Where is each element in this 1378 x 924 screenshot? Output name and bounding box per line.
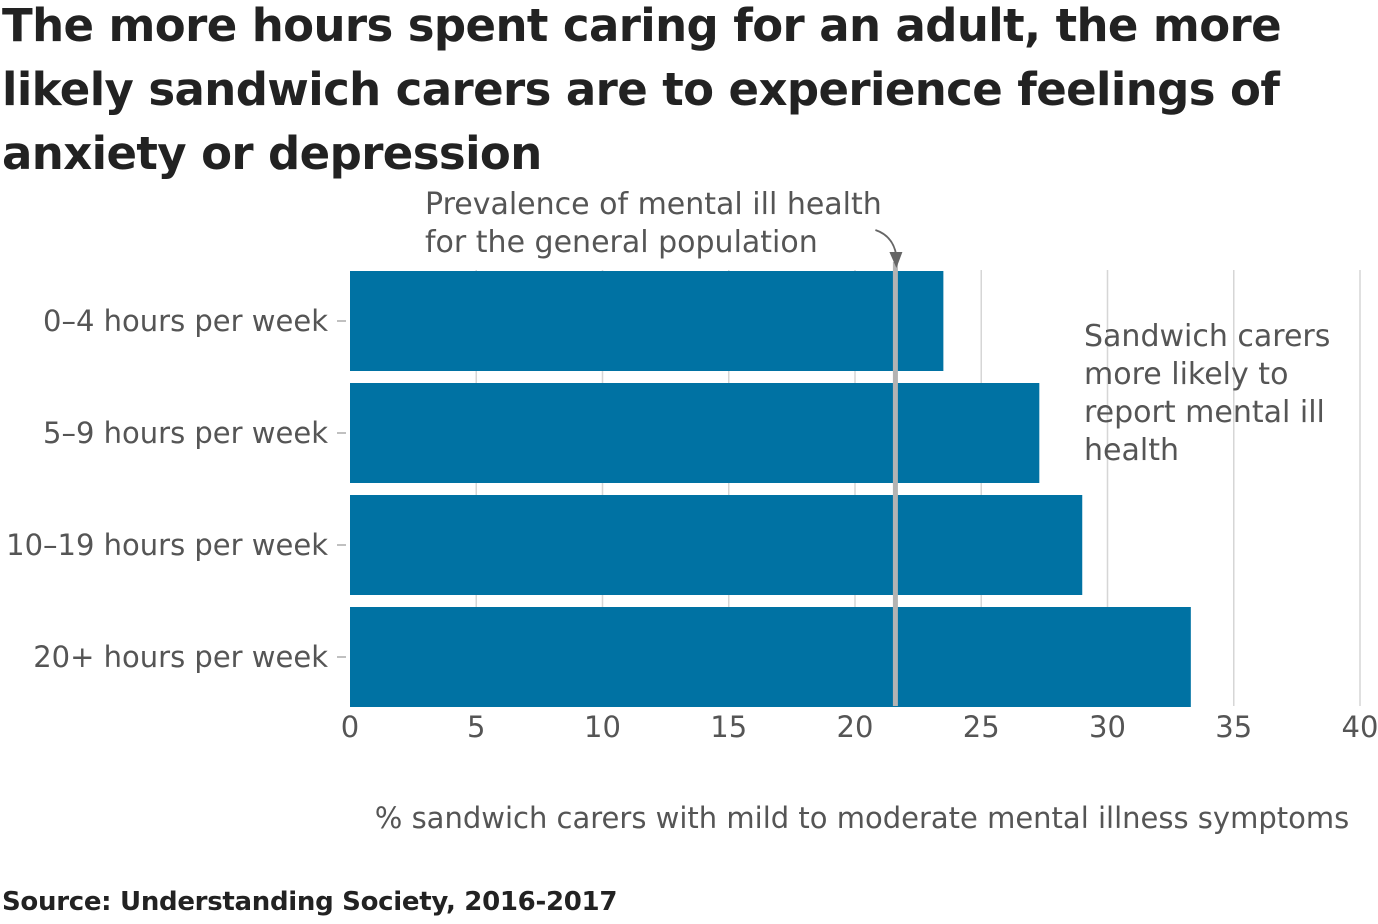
x-tick-label-35: 35: [1215, 710, 1252, 744]
bar-2: [350, 383, 1040, 483]
bar-3: [350, 495, 1083, 595]
chart-title: The more hours spent caring for an adult…: [2, 0, 1282, 180]
x-axis-title: % sandwich carers with mild to moderate …: [375, 801, 1349, 835]
annotation-line-1: Sandwich carers: [1084, 319, 1330, 354]
annotation-line-4: health: [1084, 433, 1179, 468]
category-label-3: 10–19 hours per week: [6, 528, 328, 562]
x-tick-label-5: 5: [467, 710, 485, 744]
reference-line-group: [875, 229, 903, 706]
x-tick-label-20: 20: [837, 710, 874, 744]
category-label-1: 0–4 hours per week: [43, 304, 328, 338]
source-note: Source: Understanding Society, 2016-2017: [2, 887, 618, 917]
x-tick-label-10: 10: [584, 710, 621, 744]
reference-arrowhead: [889, 252, 903, 268]
x-tick-label-30: 30: [1089, 710, 1126, 744]
annotation-line-2: more likely to: [1084, 357, 1288, 392]
annotation-text: Sandwich carers more likely to report ment…: [1084, 319, 1330, 468]
reference-line-label: Prevalence of mental ill health for the g…: [425, 187, 882, 260]
x-tick-label-25: 25: [963, 710, 1000, 744]
bar-1: [350, 271, 944, 371]
category-label-2: 5–9 hours per week: [43, 416, 328, 450]
axes: 0–4 hours per week 5–9 hours per week 10–1…: [6, 304, 1378, 835]
reference-line-label-line-2: for the general population: [425, 225, 818, 260]
annotations: Prevalence of mental ill health for the g…: [425, 187, 1330, 468]
x-tick-label-15: 15: [710, 710, 747, 744]
x-tick-label-0: 0: [341, 710, 359, 744]
bars: [350, 271, 1191, 707]
reference-line-label-line-1: Prevalence of mental ill health: [425, 187, 882, 222]
category-label-4: 20+ hours per week: [33, 640, 328, 674]
bar-4: [350, 607, 1191, 707]
annotation-line-3: report mental ill: [1084, 395, 1325, 430]
x-tick-label-40: 40: [1342, 710, 1378, 744]
